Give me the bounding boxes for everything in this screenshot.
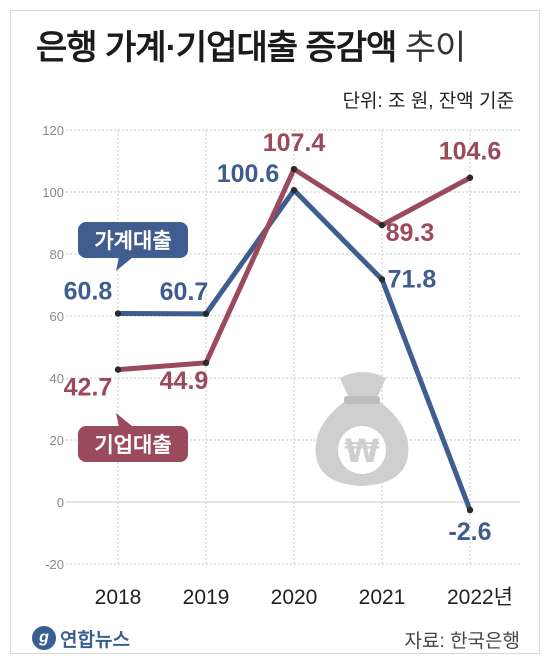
data-label: 100.6 [217, 160, 280, 188]
y-tick-label: 120 [42, 123, 64, 138]
data-label: 89.3 [386, 219, 435, 247]
won-symbol-icon: ₩ [344, 432, 379, 470]
data-point [466, 506, 474, 514]
data-point [114, 310, 122, 317]
data-point [202, 310, 210, 318]
data-label: -2.6 [448, 518, 491, 546]
y-tick-label: 60 [50, 309, 64, 324]
chart-frame [10, 10, 540, 654]
household-callout-label: 가계대출 [94, 230, 171, 253]
money-bag-tie [344, 396, 380, 404]
data-label: 107.4 [263, 129, 326, 157]
money-bag-top [340, 372, 386, 399]
corporate-callout-box [78, 426, 188, 462]
x-tick-label: 2022년 [447, 586, 513, 609]
title-main: 은행 가계·기업대출 증감액 [36, 29, 397, 67]
x-tick-label: 2020 [271, 586, 318, 609]
y-tick-label: 100 [42, 185, 64, 200]
x-tick-label: 2021 [359, 586, 406, 609]
money-bag-icon: ₩ [315, 372, 409, 486]
yonhap-logo-icon: g [32, 626, 56, 650]
data-label: 60.8 [64, 278, 113, 306]
data-label: 60.7 [160, 278, 209, 306]
title-light: 추이 [404, 29, 467, 67]
y-tick-label: 40 [50, 371, 64, 386]
y-tick-label: 80 [50, 247, 64, 262]
corporate-callout-label: 기업대출 [94, 434, 171, 457]
corporate-callout-tail [116, 413, 133, 427]
source-note: 자료: 한국은행 [404, 631, 520, 652]
yonhap-logo: g 연합뉴스 [32, 624, 130, 652]
data-point [378, 276, 386, 283]
y-tick-label: 0 [57, 495, 64, 510]
unit-note: 단위: 조 원, 잔액 기준 [342, 91, 514, 112]
x-tick-label: 2019 [183, 586, 230, 609]
data-point [290, 165, 298, 173]
data-point [202, 359, 210, 367]
y-tick-label: 20 [50, 433, 64, 448]
chart-title: 은행 가계·기업대출 증감액 추이 [36, 20, 467, 69]
money-bag-badge [338, 426, 386, 474]
data-point [466, 174, 474, 181]
data-label: 71.8 [388, 265, 437, 293]
data-point [290, 186, 298, 194]
data-label: 42.7 [64, 374, 113, 402]
household-callout-tail [116, 257, 133, 271]
data-label: 44.9 [160, 367, 209, 395]
data-point [378, 221, 386, 229]
data-label: 104.6 [439, 138, 502, 166]
data-point [114, 366, 122, 373]
household-callout-box [78, 222, 188, 258]
y-tick-label: -20 [45, 557, 64, 572]
x-tick-label: 2018 [95, 586, 142, 609]
logo-text: 연합뉴스 [60, 629, 130, 651]
